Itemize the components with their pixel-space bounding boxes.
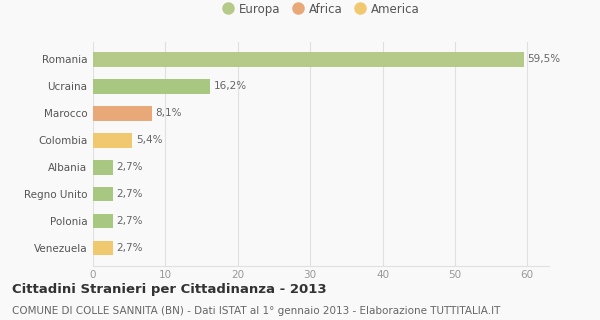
Bar xyxy=(93,106,152,121)
Bar xyxy=(93,214,113,228)
Text: COMUNE DI COLLE SANNITA (BN) - Dati ISTAT al 1° gennaio 2013 - Elaborazione TUTT: COMUNE DI COLLE SANNITA (BN) - Dati ISTA… xyxy=(12,306,500,316)
Bar xyxy=(93,160,113,174)
Bar xyxy=(93,52,524,67)
Text: Cittadini Stranieri per Cittadinanza - 2013: Cittadini Stranieri per Cittadinanza - 2… xyxy=(12,283,326,296)
Text: 2,7%: 2,7% xyxy=(116,243,143,253)
Legend: Europa, Africa, America: Europa, Africa, America xyxy=(218,0,424,21)
Bar xyxy=(93,187,113,202)
Text: 5,4%: 5,4% xyxy=(136,135,162,145)
Text: 59,5%: 59,5% xyxy=(527,54,560,64)
Text: 2,7%: 2,7% xyxy=(116,162,143,172)
Text: 2,7%: 2,7% xyxy=(116,189,143,199)
Text: 8,1%: 8,1% xyxy=(155,108,182,118)
Bar xyxy=(93,79,210,93)
Text: 2,7%: 2,7% xyxy=(116,216,143,226)
Text: 16,2%: 16,2% xyxy=(214,81,247,91)
Bar xyxy=(93,133,132,148)
Bar xyxy=(93,241,113,255)
